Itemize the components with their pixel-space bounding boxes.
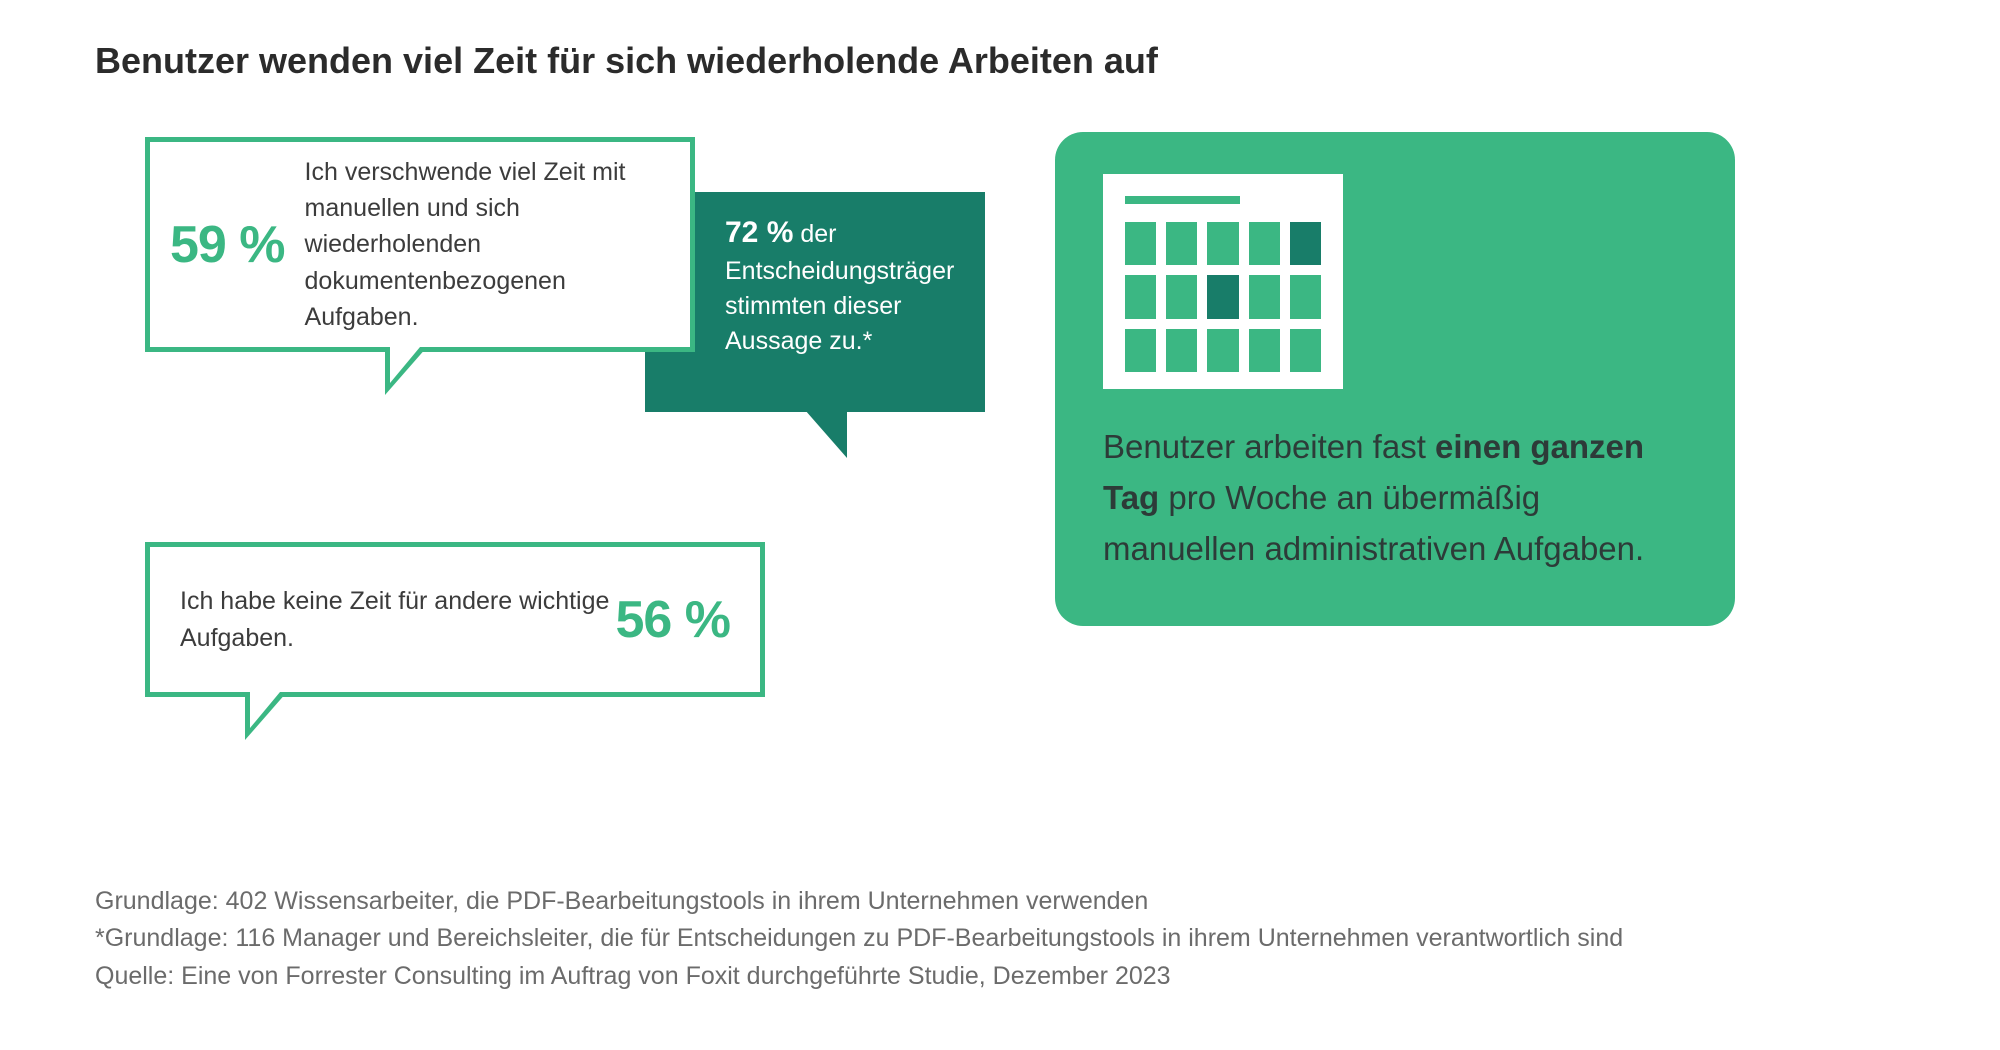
footnote-3: Quelle: Eine von Forrester Consulting im… xyxy=(95,958,1623,996)
percent-56: 56 % xyxy=(615,590,730,650)
percent-72: 72 % xyxy=(725,216,793,249)
right-column: Benutzer arbeiten fast einen ganzen Tag … xyxy=(1055,132,1735,772)
calendar-cell xyxy=(1207,329,1238,372)
calendar-cell xyxy=(1125,329,1156,372)
calendar-cell xyxy=(1249,329,1280,372)
left-column: 72 % der Entscheidungsträger stimmten di… xyxy=(95,132,995,772)
calendar-cell xyxy=(1125,222,1156,265)
calendar-cell xyxy=(1166,275,1197,318)
calendar-icon xyxy=(1103,174,1343,389)
calendar-cell xyxy=(1290,222,1321,265)
content-row: 72 % der Entscheidungsträger stimmten di… xyxy=(95,132,1905,772)
calendar-cell xyxy=(1249,275,1280,318)
calendar-cell xyxy=(1207,275,1238,318)
bubble3-text: Ich habe keine Zeit für andere wichtige … xyxy=(180,583,615,656)
speech-bubble-decision-makers: 72 % der Entscheidungsträger stimmten di… xyxy=(645,192,985,412)
infographic-title: Benutzer wenden viel Zeit für sich wiede… xyxy=(95,40,1905,82)
calendar-cell xyxy=(1290,329,1321,372)
speech-bubble-waste-time: 59 % Ich verschwende viel Zeit mit manue… xyxy=(145,137,695,352)
summary-card: Benutzer arbeiten fast einen ganzen Tag … xyxy=(1055,132,1735,626)
bubble1-text: Ich verschwende viel Zeit mit manuellen … xyxy=(305,154,665,335)
percent-59: 59 % xyxy=(170,215,285,275)
bubble2-text: der Entscheidungsträger stimmten dieser … xyxy=(725,220,954,355)
footnote-1: Grundlage: 402 Wissensarbeiter, die PDF-… xyxy=(95,883,1623,921)
footnotes: Grundlage: 402 Wissensarbeiter, die PDF-… xyxy=(95,883,1623,996)
calendar-cell xyxy=(1290,275,1321,318)
calendar-cell xyxy=(1249,222,1280,265)
calendar-cell xyxy=(1125,275,1156,318)
calendar-cell xyxy=(1166,329,1197,372)
card-text: Benutzer arbeiten fast einen ganzen Tag … xyxy=(1103,421,1687,574)
calendar-grid xyxy=(1125,222,1321,372)
calendar-cell xyxy=(1207,222,1238,265)
calendar-cell xyxy=(1166,222,1197,265)
footnote-2: *Grundlage: 116 Manager und Bereichsleit… xyxy=(95,920,1623,958)
speech-bubble-no-time: Ich habe keine Zeit für andere wichtige … xyxy=(145,542,765,697)
